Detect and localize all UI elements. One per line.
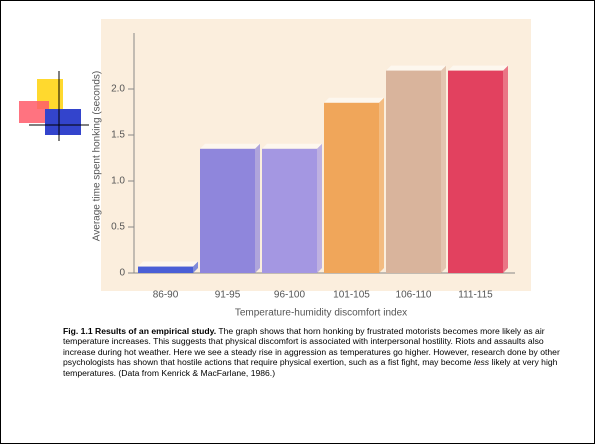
- bar: [386, 71, 441, 273]
- decoration: [45, 109, 81, 135]
- bar-side: [503, 66, 508, 273]
- y-tick-label: 1.5: [111, 130, 125, 141]
- chart: Average time spent honking (seconds) Tem…: [1, 1, 594, 321]
- x-tick-label: 86-90: [153, 290, 179, 301]
- y-tick-label: 2.0: [111, 84, 125, 95]
- bar-side: [379, 98, 384, 273]
- decoration: [19, 101, 49, 123]
- x-axis-title: Temperature-humidity discomfort index: [235, 308, 407, 319]
- x-tick-label: 101-105: [333, 290, 370, 301]
- bar: [324, 103, 379, 273]
- bar: [448, 71, 503, 273]
- slide: Average time spent honking (seconds) Tem…: [0, 0, 595, 444]
- x-tick-label: 111-115: [458, 290, 493, 301]
- bar-side: [317, 144, 322, 273]
- bar-side: [255, 144, 260, 273]
- x-tick-label: 106-110: [396, 290, 432, 301]
- bar-top: [448, 66, 508, 71]
- bar-top: [262, 144, 322, 149]
- x-tick-label: 96-100: [274, 290, 306, 301]
- caption-label: Fig. 1.1 Results of an empirical study.: [63, 326, 216, 336]
- caption-emphasis: less: [474, 357, 489, 367]
- bar: [138, 267, 193, 273]
- bar: [262, 149, 317, 273]
- y-tick-label: 0.5: [111, 222, 125, 233]
- y-axis-title: Average time spent honking (seconds): [92, 71, 103, 241]
- bar-top: [324, 98, 384, 103]
- bar-top: [138, 262, 198, 267]
- bar-top: [200, 144, 260, 149]
- bar-top: [386, 66, 446, 71]
- y-tick-label: 1.0: [111, 176, 125, 187]
- x-tick-label: 91-95: [215, 290, 241, 301]
- y-tick-label: 0: [119, 268, 125, 279]
- bar-side: [441, 66, 446, 273]
- bar: [200, 149, 255, 273]
- caption: Fig. 1.1 Results of an empirical study. …: [63, 326, 563, 378]
